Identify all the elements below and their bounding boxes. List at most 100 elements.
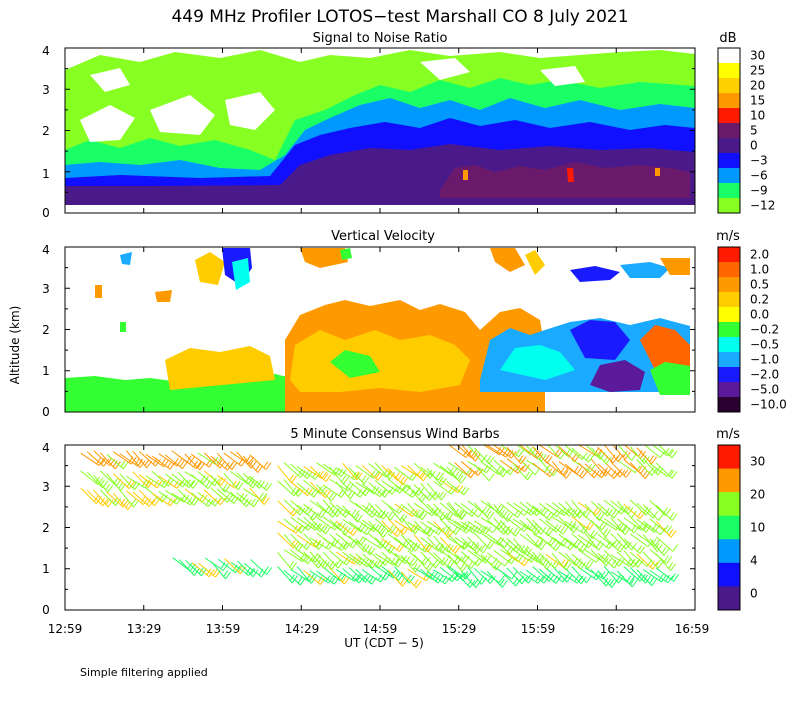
colorbar-label: 25 <box>750 64 765 78</box>
colorbar-swatch <box>718 153 740 169</box>
colorbar-swatch <box>718 123 740 139</box>
y-tick-label: 1 <box>42 562 50 576</box>
y-tick-label: 2 <box>42 323 50 337</box>
wind-barb <box>499 520 521 537</box>
wind-barb <box>242 473 265 489</box>
wind-barb <box>590 447 612 465</box>
colorbar-label: −6 <box>750 169 768 183</box>
wind-barb <box>290 481 313 497</box>
x-tick-label: 12:59 <box>48 622 83 636</box>
wind-barb <box>642 569 667 583</box>
wind-barb <box>473 502 495 520</box>
wind-barb <box>309 570 334 584</box>
wind-barb <box>216 452 238 470</box>
wind-barb <box>400 554 421 573</box>
wind-barb <box>439 465 463 480</box>
colorbar-swatch <box>718 515 740 540</box>
wind-barb <box>446 466 467 484</box>
wind-barb <box>433 503 454 521</box>
wind-barb <box>387 505 408 523</box>
wind-barb <box>446 480 470 496</box>
colorbar-swatch <box>718 78 740 94</box>
colorbar-swatch <box>718 492 740 517</box>
wind-barb <box>309 551 330 570</box>
y-ticks: 0 1 2 3 4 <box>42 441 50 617</box>
colorbar-label: 20 <box>750 79 765 93</box>
wind-barb <box>283 499 306 516</box>
wind-barb <box>125 450 146 468</box>
y-ticks: 0 1 2 3 4 <box>42 243 50 419</box>
wind-barb <box>571 553 594 569</box>
colorbar-label: 0 <box>750 587 758 601</box>
colorbar-label: −2.0 <box>750 368 779 382</box>
colorbar-swatch <box>718 198 740 214</box>
axis-ticks <box>64 246 696 413</box>
wind-barb <box>335 551 360 565</box>
wind-barb <box>564 463 588 479</box>
x-tick-label: 15:29 <box>442 622 477 636</box>
wind-barb <box>610 571 635 584</box>
axis-ticks <box>64 47 696 214</box>
x-tick-label: 13:29 <box>127 622 162 636</box>
wind-barb <box>655 504 678 521</box>
wind-barb <box>629 446 650 464</box>
wind-barb <box>387 467 408 486</box>
wind-barb <box>348 535 370 553</box>
wind-barb <box>400 571 422 589</box>
wind-barb <box>439 536 461 554</box>
x-tick-label: 14:59 <box>363 622 398 636</box>
y-ticks: 0 1 2 3 4 <box>42 44 50 220</box>
colorbar-label: −10.0 <box>750 398 787 412</box>
wind-barb <box>394 553 419 566</box>
wind-barb <box>493 504 513 522</box>
colorbar-label: 5 <box>750 124 758 138</box>
wind-barb <box>655 462 678 479</box>
wind-barb <box>644 445 666 458</box>
wind-barb <box>590 501 613 517</box>
y-tick-label: 3 <box>42 480 50 494</box>
x-tick-label: 13:59 <box>206 622 241 636</box>
wind-barb <box>649 462 673 477</box>
wind-barb <box>467 536 489 554</box>
panel-snr: Signal to Noise Ratio 0 1 2 3 4 30252015… <box>42 31 775 220</box>
colorbar-label: 0 <box>750 139 758 153</box>
colorbar-swatch <box>718 247 740 263</box>
wind-barb <box>426 468 447 486</box>
colorbar-swatch <box>718 445 740 470</box>
colorbar-frame <box>717 47 741 214</box>
wind-barb <box>249 454 272 471</box>
colorbar-swatch <box>718 322 740 338</box>
colorbar-label: −0.2 <box>750 323 779 337</box>
wind-barb <box>342 505 363 523</box>
wind-barb <box>309 466 332 482</box>
wind-barb <box>649 538 670 556</box>
wind-barb <box>571 566 592 584</box>
wind-barb <box>571 500 592 518</box>
colorbar-label: 4 <box>750 554 758 568</box>
wind-barb <box>506 567 528 585</box>
colorbar-label: 0.0 <box>750 308 769 322</box>
panel-title: Vertical Velocity <box>331 229 435 244</box>
wind-barb <box>525 533 547 551</box>
wind-barb <box>642 504 664 521</box>
wind-barb <box>93 474 114 493</box>
colorbar-swatch <box>718 367 740 383</box>
x-tick-label: 16:59 <box>675 622 710 636</box>
wind-barb <box>164 454 188 469</box>
wind-barb <box>446 549 470 564</box>
wind-barb <box>303 503 327 519</box>
wind-barb <box>296 566 317 584</box>
wind-barb <box>564 501 586 519</box>
wind-barb <box>138 489 160 507</box>
wind-barb <box>119 489 139 508</box>
wind-barb <box>426 549 449 566</box>
colorbar-label: −12 <box>750 199 775 213</box>
y-axis-label: Altitude (km) <box>8 306 22 385</box>
wind-barb <box>342 462 363 481</box>
wind-barb <box>309 517 332 535</box>
wind-barb <box>532 566 555 582</box>
y-tick-label: 1 <box>42 167 50 181</box>
wind-barb <box>473 447 495 465</box>
wind-barb <box>558 461 583 475</box>
